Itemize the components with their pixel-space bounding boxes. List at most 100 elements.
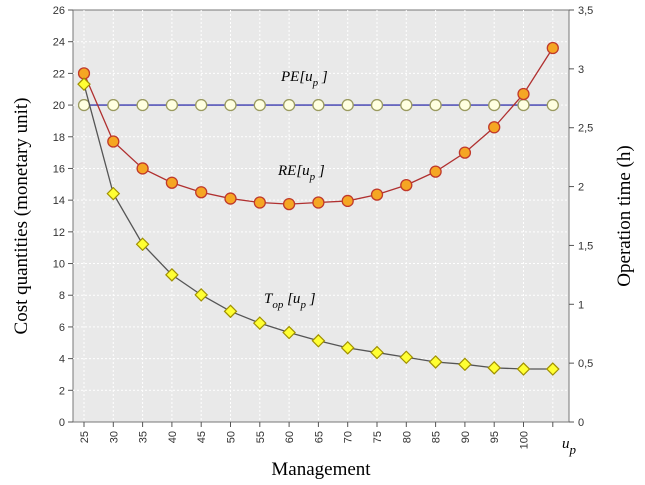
data-point (400, 98, 413, 112)
data-point (428, 355, 443, 369)
y-left-tick-label: 26 (53, 5, 65, 17)
data-point (195, 186, 208, 199)
y-right-tick-label: 0,5 (578, 358, 593, 370)
curve-label-sub: p (312, 77, 319, 89)
data-point (282, 197, 296, 211)
y-right-tick-label: 0 (578, 417, 584, 429)
data-point (546, 98, 559, 112)
y-right-tick-label: 1 (578, 299, 584, 311)
data-point (458, 146, 472, 159)
y-left-tick-label: 22 (53, 68, 65, 80)
y-left-tick-label: 14 (53, 195, 65, 207)
data-point (106, 186, 121, 201)
y-left-tick-label: 4 (59, 354, 65, 366)
y-left-tick-label: 18 (53, 132, 65, 144)
data-point (429, 165, 442, 178)
data-point (136, 162, 149, 175)
y-right-tick-label: 3,5 (578, 5, 593, 17)
x-tick-label: 95 (489, 431, 501, 443)
x-tick-label: 100 (519, 431, 531, 449)
data-point (165, 176, 179, 189)
x-axis-end-label: up (562, 436, 577, 457)
y-right-tick-label: 2 (578, 182, 584, 194)
x-tick-label: 60 (284, 431, 296, 443)
y-right-tick-label: 3 (578, 64, 584, 76)
curve-label-end: ] (315, 163, 325, 179)
data-point (223, 304, 238, 319)
y-left-tick-label: 24 (53, 37, 65, 49)
data-point (517, 87, 530, 101)
curve-label-sub: p (309, 171, 316, 183)
data-point (488, 121, 501, 134)
y-left-tick-label: 0 (59, 417, 65, 429)
data-point (400, 178, 413, 192)
plot-area (72, 9, 570, 423)
data-point (224, 192, 237, 205)
x-tick-label: 80 (401, 431, 413, 443)
data-point (165, 98, 179, 112)
x-tick-label: 25 (79, 431, 91, 443)
y-left-tick-label: 2 (59, 385, 65, 397)
axes: 0246810121416182022242600,511,522,533,52… (53, 5, 594, 449)
series-group (77, 41, 560, 376)
x-tick-label: 70 (343, 431, 355, 443)
data-point (370, 345, 384, 360)
data-point (429, 98, 442, 112)
y-left-tick-label: 6 (59, 322, 65, 334)
data-point (370, 188, 384, 201)
data-point (488, 98, 501, 112)
x-tick-label: 65 (313, 431, 325, 443)
data-point (458, 357, 472, 372)
data-point (135, 237, 150, 252)
data-point (252, 316, 267, 330)
data-point (312, 98, 325, 112)
y-right-tick-label: 1,5 (578, 240, 593, 252)
data-point (194, 288, 209, 302)
x-tick-label: 55 (255, 431, 267, 443)
curve-label-sub2: p (299, 299, 306, 311)
data-point (516, 362, 531, 376)
x-tick-label: 90 (460, 431, 472, 443)
data-point (77, 77, 91, 92)
y-axis-right-title: Operation time (h) (614, 145, 635, 286)
data-point (458, 98, 472, 112)
data-point (107, 135, 120, 148)
curve-label-end: ] (318, 69, 328, 85)
data-point (195, 98, 208, 112)
x-axis-end-main: u (562, 436, 570, 452)
data-point (517, 98, 530, 112)
curve-label-main: T (264, 291, 274, 307)
data-point (282, 98, 296, 112)
data-point (546, 41, 559, 55)
curve-label-end2: ] (306, 291, 316, 307)
y-left-tick-label: 16 (53, 163, 65, 175)
x-axis-title: Management (271, 459, 371, 480)
y-axis-left-title: Cost quantities (monetary unit) (11, 98, 32, 335)
y-left-tick-label: 10 (53, 259, 65, 271)
data-point (77, 98, 91, 112)
data-point (399, 350, 414, 365)
curve-label: PE[up ] (280, 69, 328, 89)
x-tick-label: 75 (372, 431, 384, 443)
data-point (77, 67, 91, 80)
x-tick-label: 85 (431, 431, 443, 443)
data-point (136, 98, 149, 112)
curve-label-sub: op (272, 299, 284, 311)
data-point (341, 98, 354, 112)
data-point (107, 98, 120, 112)
data-point (340, 340, 355, 355)
data-point (224, 98, 237, 112)
data-point (487, 361, 502, 375)
y-left-tick-label: 8 (59, 290, 65, 302)
curve-label-end: [u (283, 291, 300, 307)
data-point (312, 196, 325, 209)
data-point (282, 325, 296, 340)
data-point (253, 98, 266, 112)
x-axis-end-sub: p (569, 442, 577, 457)
x-tick-label: 50 (226, 431, 238, 443)
data-point (341, 194, 354, 208)
curve-labels: PE[up ]RE[up ]Top [up ] (264, 69, 328, 311)
curve-label-main: RE[u (277, 163, 310, 179)
curve-label: Top [up ] (264, 291, 316, 311)
